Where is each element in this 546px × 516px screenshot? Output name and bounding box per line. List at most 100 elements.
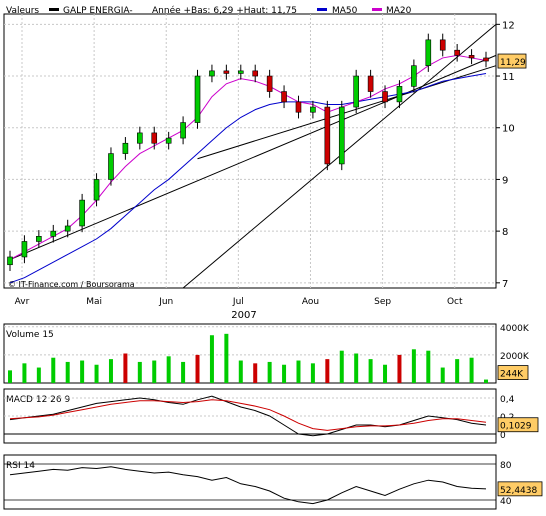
rsi-line [9, 466, 487, 505]
volume-bar [8, 370, 12, 383]
price-y-tick-label: 9 [502, 175, 508, 186]
candle-body [79, 199, 85, 227]
candle-body [93, 179, 100, 201]
volume-bar [209, 335, 214, 383]
volume-bar [469, 357, 474, 383]
x-tick-label: Jul [232, 297, 244, 307]
candle-body [411, 65, 417, 87]
trend-line-upper [9, 54, 497, 261]
volume-bar [65, 361, 70, 383]
candle-body [108, 153, 114, 180]
rsi-label: RSI 14 [6, 461, 35, 471]
candle-body [36, 236, 42, 242]
candle-body [151, 132, 158, 144]
x-tick-label: Avr [15, 297, 30, 307]
volume-bar [339, 350, 344, 383]
candle-body [122, 142, 129, 154]
candle-body [367, 75, 374, 92]
volume-bar [368, 359, 373, 383]
volume-bar [325, 359, 330, 383]
candle-body [454, 49, 460, 56]
x-tick-label: Sep [374, 297, 391, 307]
price-y-tick-label: 12 [502, 20, 515, 31]
candle-body [396, 86, 403, 103]
volume-bar [397, 354, 402, 383]
volume-bar [267, 361, 272, 383]
volume-bar [440, 367, 445, 383]
legend-swatch-price [49, 8, 59, 11]
candle-body [252, 70, 259, 77]
volume-bar [36, 367, 41, 383]
volume-bar [484, 379, 488, 383]
x-tick-label: Mai [86, 297, 102, 307]
credit-text: © IT-Finance.com / Boursorama [8, 280, 135, 289]
volume-label: Volume 15 [6, 330, 54, 340]
volume-bar [411, 349, 416, 383]
candle-body [468, 55, 475, 59]
macd-line [9, 395, 487, 437]
volume-bar [22, 363, 27, 383]
candle-body [310, 106, 316, 113]
candle-body [194, 75, 201, 123]
candle-body [21, 241, 28, 258]
candle-body [137, 132, 143, 144]
rsi-last-box [497, 481, 543, 497]
price-y-tick-label: 8 [502, 227, 508, 238]
volume-y-tick-label: 4000K [500, 324, 530, 334]
volume-bar [51, 357, 56, 383]
volume-bar [80, 360, 85, 383]
candle-body [324, 106, 331, 165]
last-price-label: 11,29 [500, 58, 526, 68]
volume-bar [426, 350, 431, 383]
year-label: 2007 [231, 310, 256, 321]
volume-bar [166, 356, 171, 383]
candle-body [295, 101, 302, 113]
price-y-tick-label: 11 [502, 72, 515, 83]
volume-y-tick-label: 2000K [500, 352, 530, 362]
rsi-y-tick-label: 80 [500, 461, 512, 471]
volume-bar [181, 361, 186, 383]
candle-body [483, 57, 489, 62]
legend-ma50-label: MA50 [332, 6, 358, 16]
candle-body [425, 39, 432, 66]
candle-body [50, 230, 57, 237]
legend-swatch-ma50 [317, 8, 327, 11]
volume-bar [238, 360, 243, 383]
macd-last-label: 0,1029 [500, 422, 532, 432]
price-panel-frame [3, 13, 497, 289]
legend-swatch-ma20 [372, 8, 382, 11]
macd-label: MACD 12 26 9 [6, 395, 70, 405]
rsi-y-tick-label: 40 [500, 497, 512, 507]
last-price-box [497, 53, 527, 69]
candle-body [64, 225, 71, 232]
volume-bar [253, 363, 258, 383]
candle-body [338, 106, 345, 165]
volume-bar [224, 333, 229, 383]
macd-signal-line [9, 399, 487, 431]
volume-bar [354, 353, 359, 383]
price-y-tick-label: 7 [502, 279, 508, 290]
volume-bar [455, 359, 460, 383]
volume-last-label: 244K [500, 370, 524, 380]
candle-body [165, 137, 172, 144]
legend-year-stats: Année +Bas: 6,29 +Haut: 11,75 [152, 5, 297, 16]
x-tick-label: Jun [158, 297, 173, 307]
volume-bar [94, 364, 99, 383]
volume-bar [108, 359, 113, 383]
macd-y-tick-label: 0,4 [500, 395, 515, 405]
candle-body [439, 39, 446, 51]
volume-bar [195, 354, 200, 383]
candle-body [353, 75, 359, 108]
candle-body [281, 91, 287, 103]
volume-bar [383, 364, 388, 383]
x-tick-label: Aou [302, 297, 319, 307]
candle-body [209, 70, 215, 77]
volume-last-box [497, 365, 529, 380]
ma50-line [9, 72, 487, 284]
candle-body [223, 70, 230, 74]
volume-bar [310, 363, 315, 383]
volume-bar [152, 360, 157, 383]
volume-bar [123, 353, 128, 383]
